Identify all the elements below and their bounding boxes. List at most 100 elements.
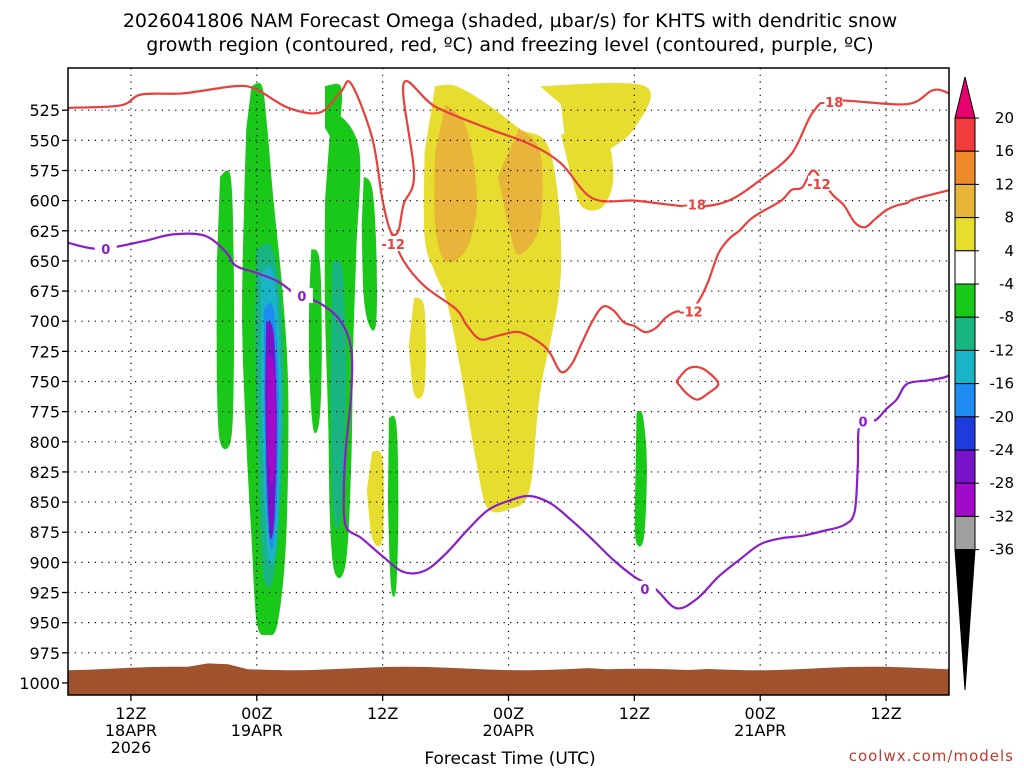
omega-region-4 (366, 450, 384, 547)
contour-line-0 (68, 79, 949, 237)
contour-line-2 (675, 365, 720, 401)
colorbar-segment-5 (954, 283, 976, 318)
x-tick-label-6-0: 12Z (115, 704, 146, 723)
y-tick-label-550: 550 (29, 131, 60, 150)
y-tick-label-850: 850 (29, 493, 60, 512)
omega-region-20 (267, 356, 276, 484)
y-tick-label-725: 725 (29, 342, 60, 361)
contour-label-bg-5 (94, 240, 117, 256)
colorbar-label-1: 16 (995, 142, 1014, 160)
x-tick-label-18-0: 00Z (241, 704, 272, 723)
contour-label-4: -12 (807, 178, 831, 193)
credit-text: coolwx.com/models (849, 747, 1014, 765)
y-tick-label-950: 950 (29, 614, 60, 633)
colorbar-bottom-arrow (954, 549, 976, 691)
terrain-layer (68, 663, 949, 695)
colorbar-label-9: -20 (990, 408, 1015, 426)
x-tick-label-66-0: 00Z (745, 704, 776, 723)
colorbar-label-11: -28 (990, 474, 1015, 492)
x-tick-label-42-0: 00Z (493, 704, 524, 723)
colorbar-label-2: 12 (995, 175, 1014, 193)
colorbar: 20 16 12 8 4 -4 -8 -12 -16 -20 -24 -28 -32 -36 (954, 76, 1015, 691)
colorbar-segment-9 (954, 416, 976, 451)
colorbar-segment-4 (954, 250, 976, 285)
colorbar-top-arrow (954, 76, 976, 119)
x-tick-label-66-1: 21APR (734, 721, 786, 740)
y-tick-label-875: 875 (29, 523, 60, 542)
omega-region-6 (498, 128, 543, 255)
colorbar-label-0: 20 (995, 109, 1014, 127)
contour-label-bg-4 (807, 175, 830, 191)
omega-region-8 (216, 170, 235, 450)
colorbar-segment-8 (954, 383, 976, 418)
x-tick-label-18-1: 19APR (231, 721, 283, 740)
contour-label-0: -18 (682, 198, 706, 213)
contour-layer: -18 -18 -12 -12 -12 0 0 0 0 (68, 79, 949, 610)
colorbar-segment-1 (954, 150, 976, 185)
contour-label-6: 0 (297, 290, 306, 305)
colorbar-segment-2 (954, 183, 976, 219)
y-tick-label-575: 575 (29, 161, 60, 180)
omega-region-16 (330, 259, 346, 530)
contour-label-bg-2 (382, 236, 405, 252)
colorbar-segment-7 (954, 349, 976, 385)
colorbar-segment-6 (954, 316, 976, 351)
y-tick-label-650: 650 (29, 252, 60, 271)
colorbar-label-4: 4 (1004, 242, 1014, 260)
omega-region-5 (434, 104, 477, 263)
omega-region-13 (387, 415, 399, 597)
omega-region-12 (361, 176, 377, 331)
colorbar-label-10: -24 (990, 441, 1015, 459)
y-tick-label-750: 750 (29, 373, 60, 392)
colorbar-segment-11 (954, 482, 976, 517)
omega-region-3 (408, 297, 426, 399)
contour-label-bg-8 (851, 413, 874, 429)
omega-shading-layer (216, 82, 651, 636)
colorbar-label-7: -12 (990, 341, 1015, 359)
contour-line-3 (68, 232, 949, 610)
colorbar-segment-12 (954, 515, 976, 551)
contour-label-5: 0 (101, 243, 110, 258)
colorbar-segment-0 (954, 117, 976, 152)
colorbar-label-3: 8 (1004, 209, 1014, 227)
x-tick-label-6-2: 2026 (111, 738, 152, 757)
y-tick-label-775: 775 (29, 403, 60, 422)
y-tick-label-600: 600 (29, 192, 60, 211)
x-tick-label-6-1: 18APR (105, 721, 157, 740)
plot-area: -18 -18 -12 -12 -12 0 0 0 0 (68, 68, 949, 695)
y-tick-label-900: 900 (29, 553, 60, 572)
omega-region-2 (560, 131, 614, 211)
contour-label-bg-0 (683, 196, 706, 212)
colorbar-label-13: -36 (990, 541, 1015, 559)
x-axis-title: Forecast Time (UTC) (424, 749, 595, 768)
y-tick-label-1000: 1000 (19, 674, 60, 693)
y-tick-label-525: 525 (29, 101, 60, 120)
contour-label-bg-1 (820, 93, 843, 109)
y-tick-label-700: 700 (29, 312, 60, 331)
y-axis: 525 550 575 600 625 650 675 700 725 750 775 800 825 8… (19, 101, 68, 693)
colorbar-label-12: -32 (990, 507, 1015, 525)
y-tick-label-675: 675 (29, 282, 60, 301)
contour-label-bg-6 (290, 287, 313, 303)
x-tick-label-54-0: 12Z (619, 704, 650, 723)
colorbar-label-8: -16 (990, 375, 1015, 393)
y-tick-label-975: 975 (29, 644, 60, 663)
chart-title-line2: growth region (contoured, red, ºC) and f… (146, 34, 873, 56)
contour-label-1: -18 (820, 96, 844, 111)
contour-label-bg-3 (679, 303, 702, 319)
x-tick-label-78-0: 12Z (870, 704, 901, 723)
x-tick-label-42-1: 20APR (482, 721, 534, 740)
colorbar-segment-10 (954, 449, 976, 484)
colorbar-label-6: -8 (999, 308, 1014, 326)
contour-label-8: 0 (858, 415, 867, 430)
contour-label-2: -12 (381, 238, 405, 253)
contour-label-3: -12 (679, 306, 703, 321)
omega-region-14 (634, 410, 647, 547)
y-tick-label-825: 825 (29, 463, 60, 482)
chart-title-line1: 2026041806 NAM Forecast Omega (shaded, µ… (123, 10, 897, 32)
omega-region-11 (308, 248, 322, 434)
y-tick-label-925: 925 (29, 584, 60, 603)
y-tick-label-625: 625 (29, 222, 60, 241)
